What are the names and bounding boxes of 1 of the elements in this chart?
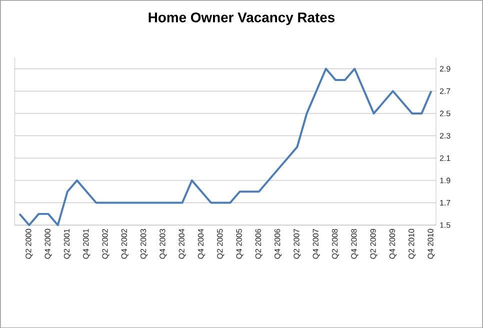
chart-title: Home Owner Vacancy Rates: [148, 12, 335, 25]
